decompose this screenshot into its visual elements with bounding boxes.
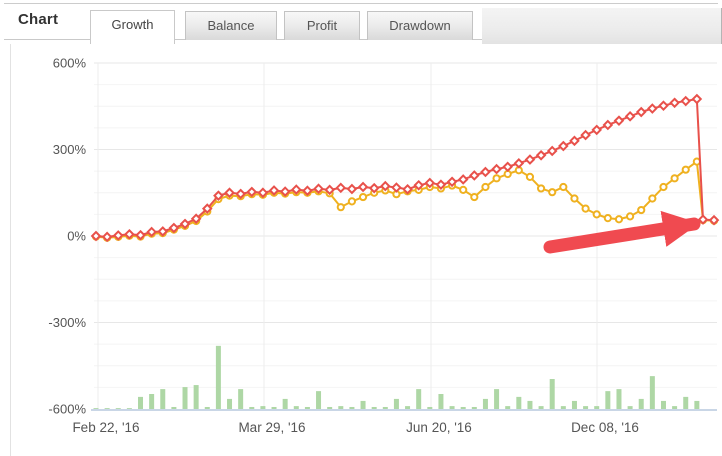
x-axis-tick: Feb 22, '16 — [72, 420, 139, 435]
growth-red-series — [90, 93, 720, 243]
tab-drawdown[interactable]: Drawdown — [367, 11, 473, 40]
y-axis-ticks: 600% 300% 0% -300% -600% — [48, 56, 86, 417]
grid-lines — [94, 62, 717, 409]
y-axis-tick: 300% — [53, 142, 87, 157]
y-axis-tick: -600% — [48, 402, 86, 417]
trend-arrow — [543, 210, 701, 254]
volume-bars — [93, 345, 700, 409]
y-axis-tick: 0% — [67, 229, 86, 244]
x-axis-tick: Mar 29, '16 — [238, 420, 305, 435]
panel-title: Chart — [18, 11, 59, 28]
tab-growth[interactable]: Growth — [90, 10, 175, 44]
y-axis-tick: -300% — [48, 315, 86, 330]
panel-left-border — [10, 44, 11, 456]
tab-balance[interactable]: Balance — [185, 11, 277, 40]
x-axis-ticks: Feb 22, '16 Mar 29, '16 Jun 20, '16 Dec 08,… — [72, 420, 639, 435]
y-axis-tick: 600% — [53, 56, 87, 71]
x-axis-tick: Jun 20, '16 — [406, 420, 472, 435]
tab-bar-filler — [482, 8, 722, 44]
x-axis-tick: Dec 08, '16 — [571, 420, 639, 435]
tab-profit[interactable]: Profit — [284, 11, 360, 40]
